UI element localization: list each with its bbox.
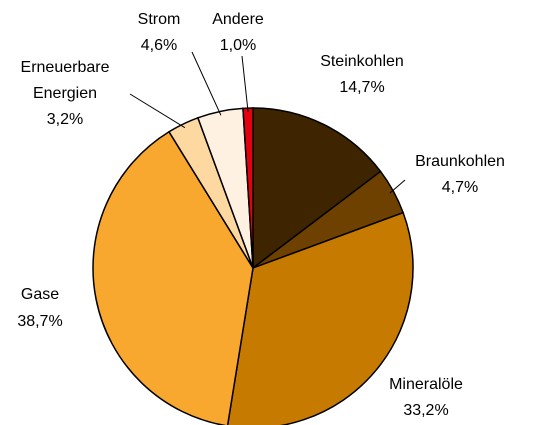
leader-line — [191, 51, 222, 116]
pie-slice — [226, 211, 414, 425]
value-label: 38,7% — [17, 313, 62, 330]
category-label: Braunkohlen — [415, 153, 505, 170]
leader-line — [389, 179, 406, 194]
value-label: 33,2% — [403, 402, 448, 419]
value-label: 4,7% — [442, 179, 478, 196]
category-label: Steinkohlen — [320, 53, 404, 70]
leader-line — [129, 93, 186, 129]
category-label: Strom — [138, 11, 181, 28]
category-label: Mineralöle — [389, 376, 463, 393]
pie-slice — [92, 130, 254, 425]
category-label: Erneuerbare Energien — [21, 59, 110, 102]
leader-line — [241, 55, 249, 113]
value-label: 4,6% — [141, 37, 177, 54]
pie-slice — [252, 107, 382, 270]
category-label: Gase — [21, 286, 59, 303]
category-label: Andere — [212, 11, 264, 28]
value-label: 1,0% — [220, 37, 256, 54]
value-label: 14,7% — [339, 79, 384, 96]
value-label: 3,2% — [47, 111, 83, 128]
